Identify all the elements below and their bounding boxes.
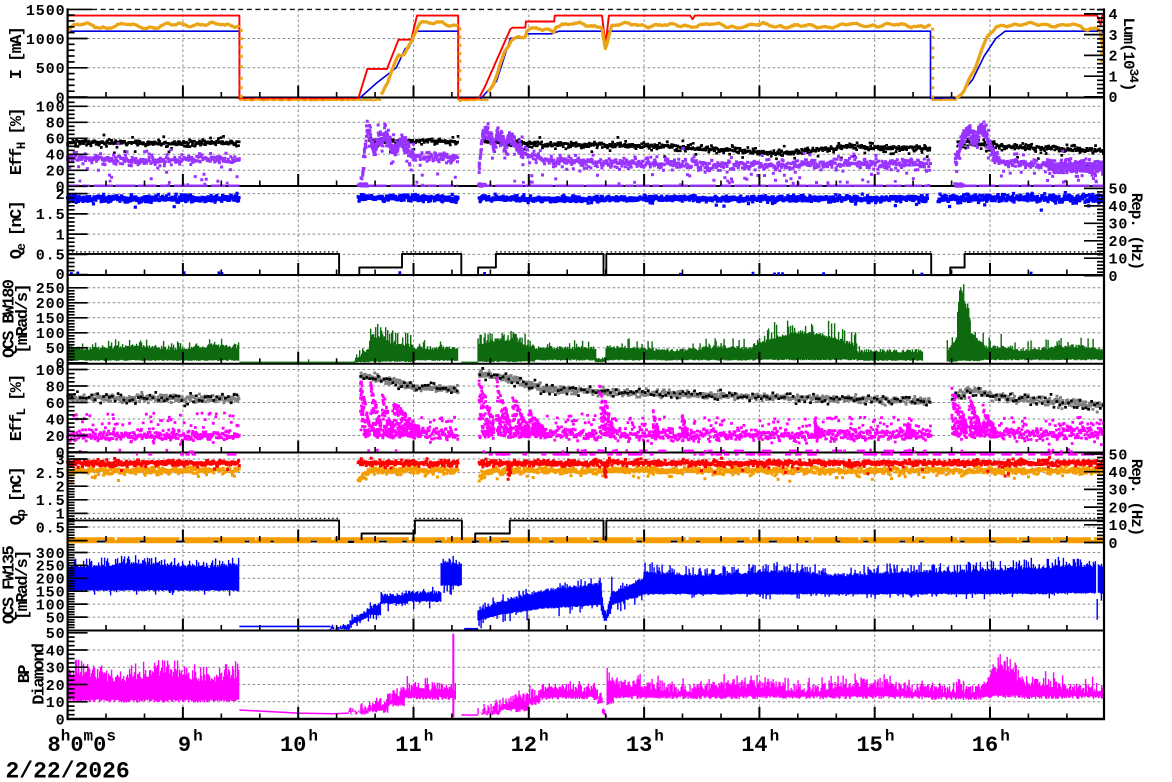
svg-text:BP: BP [16,665,35,684]
svg-text:h: h [1000,728,1010,746]
svg-text:h: h [424,728,434,746]
svg-text:1.5: 1.5 [36,493,66,510]
svg-text:2: 2 [56,187,66,204]
svg-text:150: 150 [36,311,66,328]
svg-text:I [mA]: I [mA] [8,28,27,80]
svg-text:50: 50 [46,341,66,358]
svg-text:0: 0 [56,712,66,729]
svg-text:30: 30 [46,661,66,678]
svg-text:250: 250 [36,559,66,576]
svg-text:80: 80 [46,379,66,396]
svg-text:0: 0 [1109,90,1119,107]
svg-text:10: 10 [1109,518,1129,535]
svg-text:200: 200 [36,572,66,589]
svg-text:50: 50 [1109,182,1129,199]
svg-text:0: 0 [56,180,66,197]
svg-text:15: 15 [856,733,882,758]
svg-text:60: 60 [46,132,66,149]
svg-text:1.5: 1.5 [36,207,66,224]
svg-text:60: 60 [46,396,66,413]
svg-text:1: 1 [56,507,66,524]
svg-text:QCS FW135: QCS FW135 [1,545,20,624]
svg-text:250: 250 [36,281,66,298]
svg-text:300: 300 [36,546,66,563]
svg-text:4: 4 [1109,7,1119,24]
svg-text:20: 20 [1109,234,1129,251]
svg-text:500: 500 [36,61,66,78]
svg-text:h: h [193,728,203,746]
svg-text:0: 0 [56,445,66,462]
svg-text:10: 10 [1109,252,1129,269]
svg-text:9: 9 [178,733,191,758]
svg-text:150: 150 [36,585,66,602]
svg-text:0: 0 [56,90,66,107]
svg-text:50: 50 [46,626,66,643]
svg-text:10: 10 [280,733,306,758]
svg-text:0: 0 [1109,536,1119,553]
svg-text:1: 1 [1109,70,1119,87]
svg-text:100: 100 [36,326,66,343]
svg-text:2: 2 [56,480,66,497]
svg-text:20: 20 [46,429,66,446]
svg-text:1500: 1500 [26,3,66,20]
svg-text:100: 100 [36,597,66,614]
svg-text:40: 40 [46,148,66,165]
svg-text:100: 100 [36,100,66,117]
svg-text:QCS BW180: QCS BW180 [1,279,20,358]
svg-text:EffH [%]: EffH [%] [8,109,29,175]
svg-text:EffL [%]: EffL [%] [8,375,29,441]
svg-text:20: 20 [1109,500,1129,517]
svg-text:200: 200 [36,296,66,313]
svg-text:h: h [885,728,895,746]
svg-text:h: h [539,728,549,746]
svg-text:h: h [770,728,780,746]
svg-text:14: 14 [741,733,767,758]
svg-text:20: 20 [46,164,66,181]
svg-text:30: 30 [1109,483,1129,500]
svg-text:40: 40 [46,643,66,660]
svg-text:100: 100 [36,363,66,380]
svg-text:Qp [nC]: Qp [nC] [8,468,29,526]
svg-text:20: 20 [46,678,66,695]
svg-text:30: 30 [1109,217,1129,234]
svg-text:16: 16 [972,733,998,758]
svg-text:1000: 1000 [26,32,66,49]
svg-text:0: 0 [1109,269,1119,286]
svg-text:3: 3 [1109,28,1119,45]
svg-text:1: 1 [56,227,66,244]
svg-text:50: 50 [1109,447,1129,464]
svg-text:11: 11 [395,733,421,758]
svg-text:80: 80 [46,116,66,133]
svg-text:2/22/2026: 2/22/2026 [6,758,130,782]
svg-text:h: h [654,728,664,746]
svg-text:0.5: 0.5 [36,248,66,265]
svg-text:40: 40 [46,412,66,429]
svg-text:[mRad/s]: [mRad/s] [14,285,33,354]
svg-text:Qe [nC]: Qe [nC] [8,202,29,260]
svg-text:12: 12 [511,733,537,758]
svg-text:2: 2 [1109,49,1119,66]
svg-text:[mRad/s]: [mRad/s] [14,551,33,620]
svg-text:0: 0 [56,356,66,373]
svg-text:3: 3 [56,452,66,469]
svg-text:40: 40 [1109,199,1129,216]
svg-text:0.5: 0.5 [36,520,66,537]
svg-text:Rep. (Hz): Rep. (Hz) [1127,193,1145,270]
svg-text:0: 0 [56,267,66,284]
svg-text:h: h [308,728,318,746]
svg-text:2.5: 2.5 [36,466,66,483]
svg-text:8h0m0s: 8h0m0s [48,728,116,758]
svg-text:13: 13 [626,733,652,758]
svg-text:Rep. (Hz): Rep. (Hz) [1127,459,1145,536]
svg-text:Diamond: Diamond [31,643,50,705]
svg-text:10: 10 [46,695,66,712]
svg-text:50: 50 [46,610,66,627]
svg-text:40: 40 [1109,465,1129,482]
